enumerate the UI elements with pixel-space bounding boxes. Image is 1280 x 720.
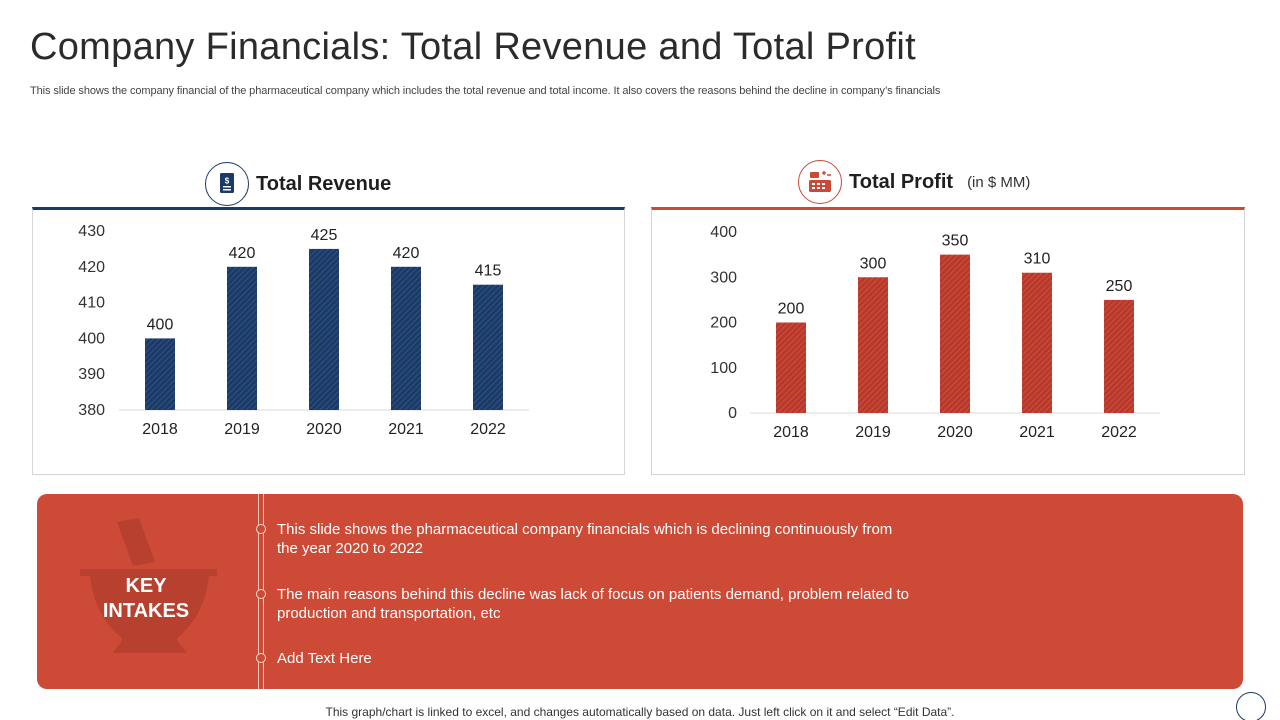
bar-2022 [473,284,503,410]
x-tick-label: 2019 [224,421,260,438]
document-dollar-icon: $ [205,162,249,206]
data-label: 200 [778,301,805,318]
y-tick-label: 410 [78,295,105,312]
y-tick-label: 420 [78,259,105,276]
data-label: 420 [393,245,420,262]
bullet-dot [256,653,266,663]
y-tick-label: 300 [710,269,737,286]
x-tick-label: 2019 [855,424,891,441]
x-tick-label: 2020 [937,424,973,441]
y-tick-label: 430 [78,223,105,240]
bar-2018 [145,338,175,410]
data-label: 310 [1024,251,1051,268]
svg-text:$: $ [225,177,230,186]
x-tick-label: 2020 [306,421,342,438]
bar-2020 [309,248,339,410]
profit-chart-svg: 0 100 200 300 400 200 2018 300 2019 350 2020 310 202… [710,224,1160,441]
mortar-pestle-icon [80,518,217,653]
data-label: 300 [860,255,887,272]
x-tick-label: 2018 [142,421,178,438]
x-tick-label: 2021 [388,421,424,438]
data-label: 415 [475,263,502,280]
profit-chart[interactable]: 0 100 200 300 400 200 2018 300 2019 350 2020 310 202… [651,207,1245,475]
revenue-header: $ Total Revenue [205,162,391,206]
revenue-chart[interactable]: 380 390 400 410 420 430 400 2018 420 2019 425 2020 4… [32,207,625,475]
y-tick-label: 390 [78,366,105,383]
cash-register-icon [798,160,842,204]
bar-2021 [1022,272,1052,413]
key-label-line1: KEY [125,575,167,597]
x-tick-label: 2022 [1101,424,1137,441]
bar-2021 [391,266,421,410]
key-intakes-panel [37,494,1243,689]
key-bullet-2: The main reasons behind this decline was… [277,586,910,622]
bullet-dot [256,589,266,599]
revenue-title: Total Revenue [256,172,392,195]
y-tick-label: 0 [728,405,737,422]
y-tick-label: 100 [710,360,737,377]
y-tick-label: 380 [78,402,105,419]
corner-circle [1236,692,1266,720]
x-tick-label: 2022 [470,421,506,438]
key-bullet-1: This slide shows the pharmaceutical comp… [277,521,893,557]
x-tick-label: 2021 [1019,424,1055,441]
profit-header: Total Profit (in $ MM) [798,160,1030,204]
bar-2022 [1104,299,1134,413]
revenue-chart-svg: 380 390 400 410 420 430 400 2018 420 2019 425 2020 4… [78,223,529,438]
data-label: 420 [229,245,256,262]
key-label-line2: INTAKES [102,600,190,622]
y-tick-label: 400 [710,224,737,241]
bar-2019 [858,277,888,413]
profit-unit: (in $ MM) [967,173,1031,191]
data-label: 425 [311,227,338,244]
footer-note: This graph/chart is linked to excel, and… [325,705,955,719]
profit-title: Total Profit [849,170,954,193]
data-label: 350 [942,233,969,250]
y-tick-label: 400 [78,330,105,347]
key-intakes-label: KEY INTAKES [82,574,210,624]
y-tick-label: 200 [710,315,737,332]
page-subtitle: This slide shows the company financial o… [30,85,941,97]
x-tick-label: 2018 [773,424,809,441]
bar-2020 [940,254,970,413]
bar-2019 [227,266,257,410]
bullet-dot [256,524,266,534]
bar-2018 [776,322,806,413]
data-label: 400 [147,316,174,333]
key-bullet-3[interactable]: Add Text Here [277,650,372,667]
data-label: 250 [1106,278,1133,295]
page-title: Company Financials: Total Revenue and To… [30,26,916,68]
